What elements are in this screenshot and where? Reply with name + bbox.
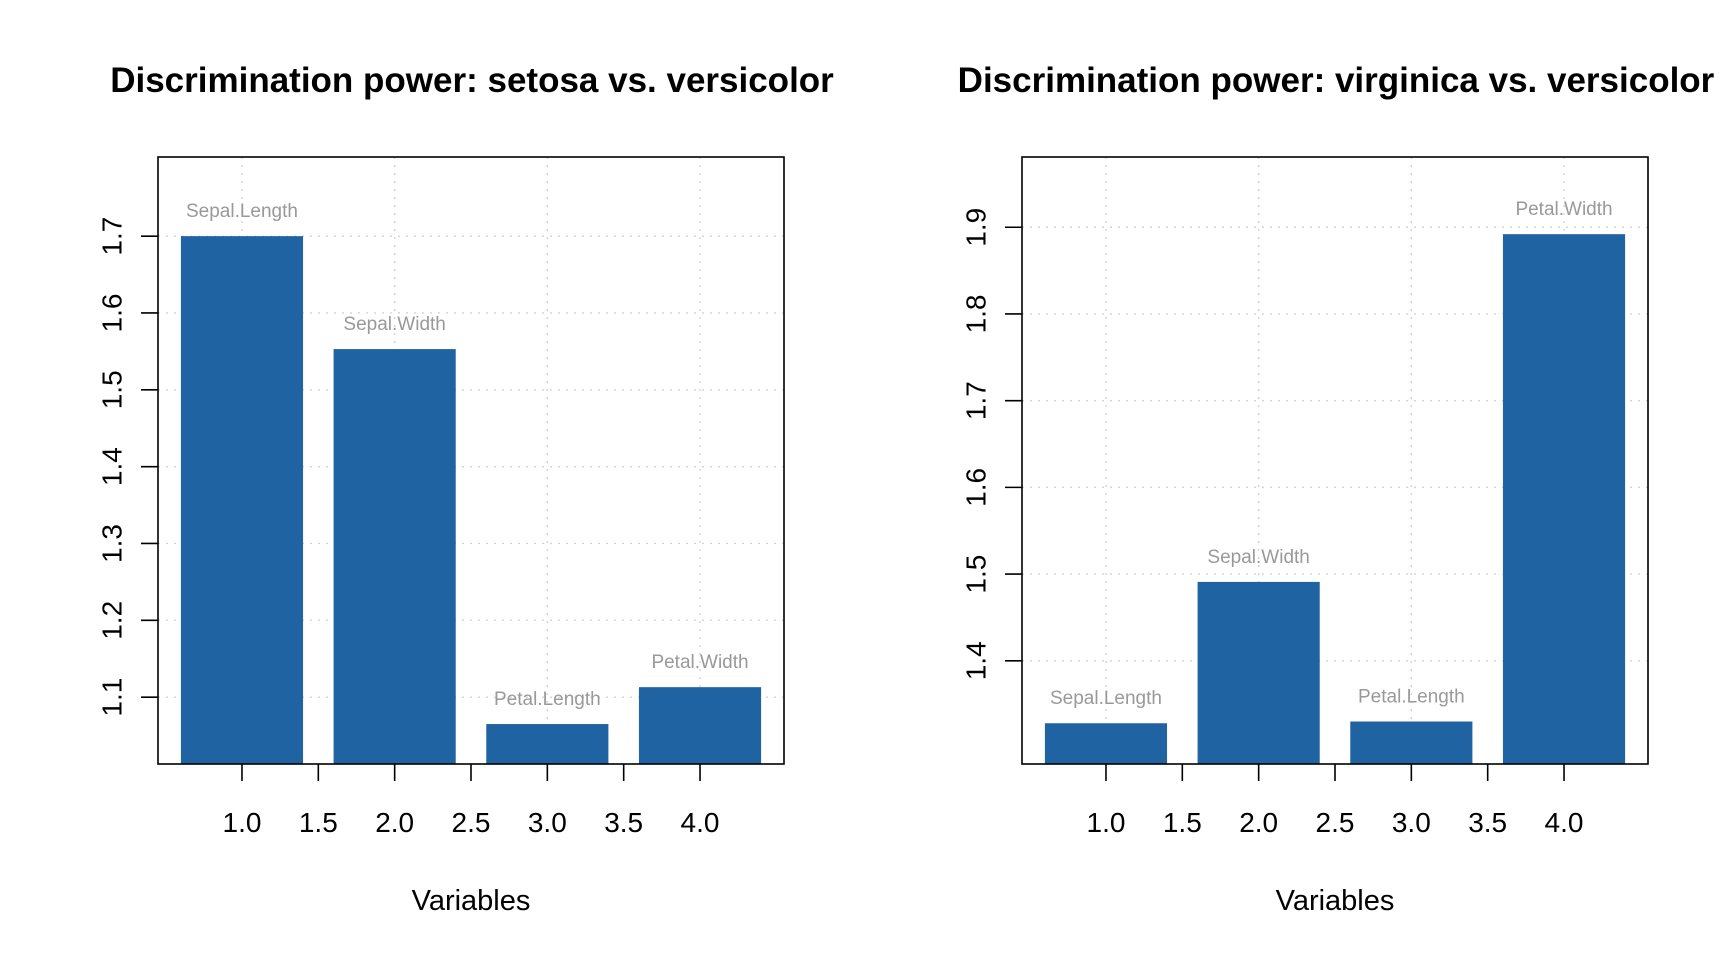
bar-data-label: Petal.Length (1358, 687, 1465, 708)
y-axis: 1.1 1.2 1.3 1.4 1.5 1.6 1.7 (97, 217, 158, 717)
bar (1502, 234, 1626, 764)
x-tick-label: 1.5 (299, 807, 338, 838)
bar-data-label: Sepal.Width (343, 314, 445, 335)
y-tick-label: 1.8 (961, 294, 992, 333)
x-tick-label: 1.0 (223, 807, 262, 838)
bar-data-label: Petal.Width (1515, 199, 1612, 220)
bar (486, 724, 609, 764)
x-tick-label: 2.0 (1239, 807, 1278, 838)
x-tick-label: 4.0 (681, 807, 720, 838)
bar-data-label: Petal.Width (651, 652, 748, 673)
x-tick-label: 3.5 (604, 807, 643, 838)
x-tick-label: 1.0 (1087, 807, 1126, 838)
bar-data-label: Petal.Length (494, 689, 601, 710)
x-tick-label: 3.0 (528, 807, 567, 838)
bar (1350, 721, 1473, 764)
y-axis: 1.4 1.5 1.6 1.7 1.8 1.9 (961, 208, 1022, 680)
bar (1044, 723, 1168, 764)
x-axis-label: Variables (412, 885, 531, 917)
y-tick-label: 1.3 (97, 524, 128, 563)
y-tick-label: 1.5 (961, 555, 992, 594)
y-tick-label: 1.2 (97, 601, 128, 640)
y-tick-label: 1.4 (961, 641, 992, 680)
bar (638, 687, 762, 764)
y-tick-label: 1.6 (961, 468, 992, 507)
y-tick-label: 1.5 (97, 370, 128, 409)
bar-data-label: Sepal.Width (1207, 547, 1309, 568)
x-axis: 1.0 1.5 2.0 2.5 3.0 3.5 4.0 (223, 764, 720, 838)
y-tick-label: 1.6 (97, 294, 128, 333)
x-tick-label: 1.5 (1163, 807, 1202, 838)
x-tick-label: 4.0 (1545, 807, 1584, 838)
y-tick-label: 1.7 (961, 381, 992, 420)
bar (1197, 581, 1320, 764)
y-tick-label: 1.7 (97, 217, 128, 256)
chart-title: Discrimination power: setosa vs. versico… (110, 61, 834, 100)
y-tick-label: 1.4 (97, 447, 128, 486)
x-tick-label: 2.5 (1316, 807, 1355, 838)
bars (180, 236, 762, 764)
bar-labels: Sepal.Length Sepal.Width Petal.Length Petal… (186, 201, 749, 710)
chart-panel-virginica-vs-versicolor: Discrimination power: virginica vs. vers… (958, 61, 1715, 917)
bar-data-label: Sepal.Length (1050, 688, 1162, 709)
y-tick-label: 1.9 (961, 208, 992, 247)
chart-panel-setosa-vs-versicolor: Discrimination power: setosa vs. versico… (97, 61, 835, 917)
bars (1044, 234, 1626, 764)
bar (180, 236, 304, 764)
y-tick-label: 1.1 (97, 678, 128, 717)
bar-labels: Sepal.Length Sepal.Width Petal.Length Petal… (1050, 199, 1613, 709)
bar (333, 349, 456, 764)
chart-title: Discrimination power: virginica vs. vers… (958, 61, 1715, 100)
x-axis: 1.0 1.5 2.0 2.5 3.0 3.5 4.0 (1087, 764, 1584, 838)
bar-data-label: Sepal.Length (186, 201, 298, 222)
x-axis-label: Variables (1276, 885, 1395, 917)
x-tick-label: 3.5 (1468, 807, 1507, 838)
x-tick-label: 2.5 (452, 807, 491, 838)
x-tick-label: 2.0 (375, 807, 414, 838)
x-tick-label: 3.0 (1392, 807, 1431, 838)
